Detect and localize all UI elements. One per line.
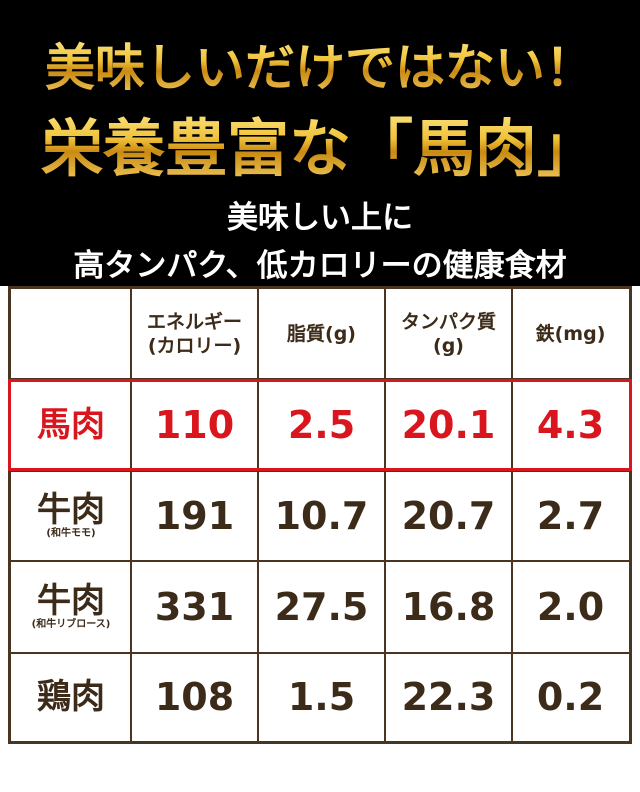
column-header: 鉄(mg) [512,289,629,379]
value-cell: 191 [154,494,235,538]
highlight-box [8,379,632,471]
meat-name: 牛肉 [37,490,105,530]
value-cell: 27.5 [274,585,369,629]
value-cell: 20.1 [401,403,496,447]
headline: 栄養豊富な「馬肉」 [0,98,640,188]
subheading: 美味しい上に [227,200,413,236]
value-cell: 22.3 [401,675,496,719]
value-cell: 1.5 [287,675,356,719]
row-label: 馬肉 [11,379,131,471]
row-divider [11,652,629,654]
value-cell: 20.7 [401,494,496,538]
header-line: タンパク質 [400,311,496,333]
subheading: 高タンパク、低カロリーの健康食材 [73,248,567,284]
nutrition-table: エネルギー (カロリー) 脂質(g) タンパク質 (g) 鉄(mg) 馬肉 110 2.5 20.… [8,286,632,744]
column-divider [384,289,386,741]
headline: 美味しいだけではない！ [0,28,640,100]
value-cell: 2.0 [536,585,605,629]
value-cell: 10.7 [274,494,369,538]
column-divider [511,289,513,741]
value-cell: 16.8 [401,585,496,629]
column-header: 脂質(g) [258,289,385,379]
value-cell: 2.7 [536,494,605,538]
value-cell: 331 [154,585,235,629]
header-line: (g) [433,335,464,357]
column-header: タンパク質 (g) [385,289,512,379]
column-divider [257,289,259,741]
row-label: 牛肉 (和牛リブロース) [11,561,131,653]
header-line: (カロリー) [147,335,242,357]
meat-name: 鶏肉 [37,677,105,717]
column-divider [130,289,132,741]
header-line: エネルギー [146,311,242,333]
meat-name: 馬肉 [37,405,105,445]
row-divider [11,560,629,562]
meat-name: 牛肉 [37,581,105,621]
header-line: 脂質(g) [287,323,356,345]
row-divider [11,470,629,472]
header-line: 鉄(mg) [535,323,606,345]
value-cell: 2.5 [287,403,356,447]
hero-banner: 美味しいだけではない！ 栄養豊富な「馬肉」 美味しい上に 高タンパク、低カロリー… [0,0,640,286]
column-header: エネルギー (カロリー) [131,289,258,379]
value-cell: 4.3 [536,403,605,447]
meat-note: (和牛モモ) [46,528,96,539]
row-label: 牛肉 (和牛モモ) [11,471,131,561]
value-cell: 108 [154,675,235,719]
value-cell: 0.2 [536,675,605,719]
meat-note: (和牛リブロース) [31,619,111,630]
row-label: 鶏肉 [11,653,131,741]
value-cell: 110 [154,403,235,447]
